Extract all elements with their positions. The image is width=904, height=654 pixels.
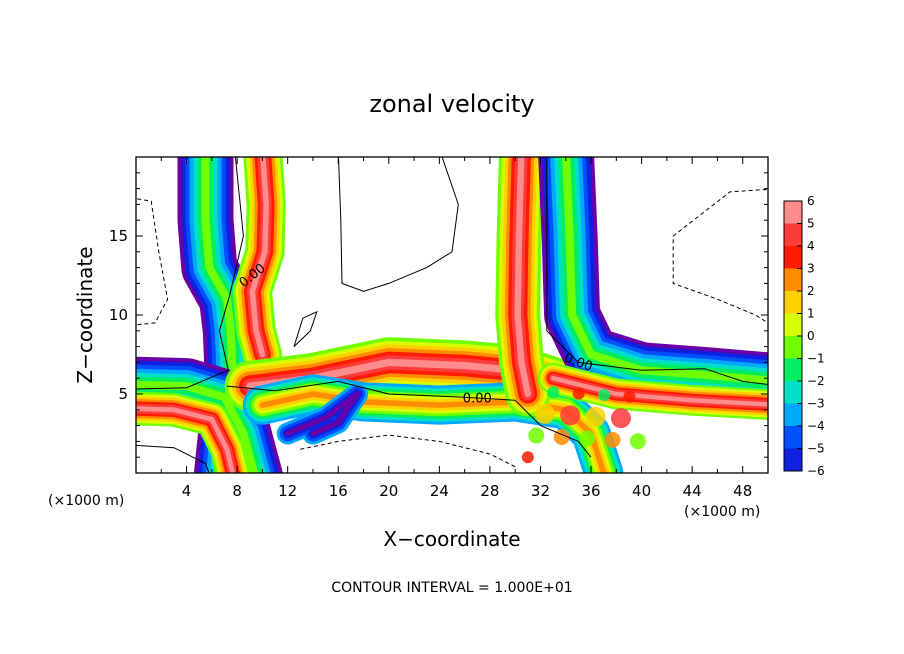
velocity-field — [136, 157, 768, 473]
x-tick-label: 24 — [430, 482, 449, 500]
turbulent-patch — [604, 431, 621, 448]
x-tick-label: 48 — [733, 482, 752, 500]
x-tick-label: 8 — [232, 482, 242, 500]
colorbar-label: 3 — [807, 262, 815, 276]
colorbar-label: 2 — [807, 284, 815, 298]
y-tick-label: 5 — [118, 385, 128, 403]
x-axis-unit-left: (×1000 m) — [48, 493, 124, 509]
colorbar-label: −5 — [807, 442, 825, 456]
turbulent-patch — [598, 389, 611, 402]
x-tick-label: 32 — [531, 482, 550, 500]
colorbar-label: −6 — [807, 464, 825, 478]
colorbar-segment — [784, 358, 802, 382]
colorbar: 6 5 4 3 2 1 0 −1 −2 −3 −4 −5 −6 — [783, 194, 825, 478]
turbulent-patch — [572, 387, 585, 400]
dashed-contour-right — [672, 188, 768, 324]
colorbar-segment — [784, 268, 802, 292]
plot-area — [136, 157, 768, 473]
turbulent-patch — [521, 451, 534, 464]
turbulent-patch — [623, 390, 636, 403]
contour-small-loop — [293, 310, 318, 347]
dashed-contour-left — [136, 198, 169, 326]
contour-interval-note: CONTOUR INTERVAL = 1.000E+01 — [331, 580, 572, 596]
colorbar-label: −2 — [807, 374, 825, 388]
x-tick-label: 12 — [278, 482, 297, 500]
turbulent-patch — [534, 403, 555, 424]
colorbar-segment — [784, 246, 802, 269]
lower-left-jet — [136, 380, 259, 473]
colorbar-segment — [784, 223, 802, 247]
y-axis-label: Z−coordinate — [73, 246, 97, 383]
colorbar-label: −4 — [807, 419, 825, 433]
shear-layer-mixed — [259, 391, 607, 473]
x-tick-label: 16 — [329, 482, 348, 500]
colorbar-label: 0 — [807, 329, 815, 343]
contour-label: 0.00 — [463, 392, 492, 407]
colorbar-segment — [784, 201, 802, 224]
colorbar-segment — [784, 291, 802, 314]
turbulent-patch — [629, 433, 646, 450]
y-axis-ticks: 5 10 15 — [109, 172, 768, 458]
turbulent-patch — [547, 386, 560, 399]
colorbar-segment — [784, 313, 802, 337]
x-tick-label: 44 — [683, 482, 702, 500]
chart-title: zonal velocity — [369, 90, 534, 118]
x-axis-label: X−coordinate — [383, 527, 520, 551]
colorbar-segment — [784, 448, 802, 472]
colorbar-label: −1 — [807, 352, 825, 366]
colorbar-segment — [784, 336, 802, 359]
x-tick-label: 20 — [379, 482, 398, 500]
contour-bottom-left — [136, 444, 210, 473]
x-tick-label: 40 — [632, 482, 651, 500]
y-tick-label: 15 — [109, 227, 128, 245]
zero-contour-central — [226, 380, 592, 458]
colorbar-label: 6 — [807, 194, 815, 208]
left-jet-positive — [249, 157, 270, 358]
lower-vortex — [285, 391, 360, 436]
zero-contour-right — [546, 157, 768, 386]
x-tick-label: 36 — [581, 482, 600, 500]
lower-left-positive — [136, 406, 236, 473]
turbulent-patch — [528, 427, 545, 444]
colorbar-label: −3 — [807, 397, 825, 411]
turbulent-patch — [560, 405, 581, 426]
right-jet-negative — [562, 157, 768, 385]
contour-lines — [136, 157, 768, 473]
x-axis-unit-right: (×1000 m) — [684, 504, 760, 520]
turbulent-patch — [610, 408, 631, 429]
x-axis-ticks: 4 8 12 16 20 24 28 32 36 40 44 48 — [160, 157, 752, 500]
contour-upper-cell — [337, 157, 459, 292]
colorbar-label: 1 — [807, 307, 815, 321]
y-tick-label: 10 — [109, 306, 128, 324]
zero-contour-left — [136, 157, 244, 390]
right-jet-positive — [514, 157, 531, 398]
dashed-contour-bottom — [300, 434, 516, 468]
colorbar-segment — [784, 426, 802, 449]
turbulent-patch — [585, 406, 606, 427]
colorbar-segment — [784, 381, 802, 404]
turbulent-patch — [579, 430, 596, 447]
x-tick-label: 28 — [480, 482, 499, 500]
right-lower-positive — [550, 376, 768, 407]
colorbar-label: 5 — [807, 217, 815, 231]
x-tick-label: 4 — [182, 482, 192, 500]
colorbar-segment — [784, 403, 802, 427]
colorbar-label: 4 — [807, 239, 815, 253]
